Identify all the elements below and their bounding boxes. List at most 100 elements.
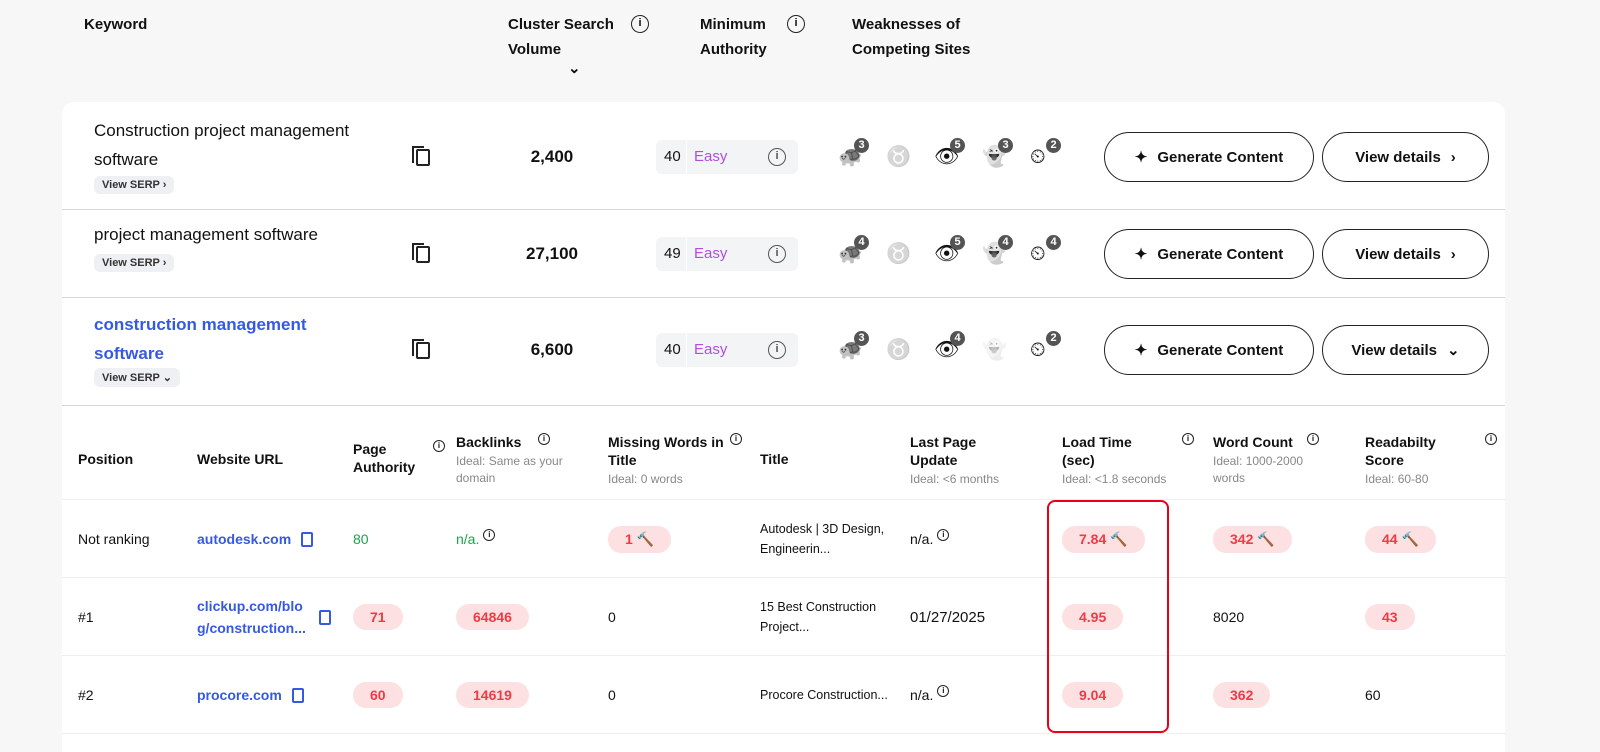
pa-cell: 71 <box>353 578 403 656</box>
info-icon[interactable]: i <box>730 433 742 445</box>
ghost-icon[interactable]: 👻 <box>982 339 1007 361</box>
load-cell: 7.84 🔨 <box>1062 500 1145 578</box>
weakness-count: 5 <box>950 235 965 250</box>
missing-value: 0 <box>608 687 616 703</box>
url-cell: procore.com <box>197 656 304 734</box>
info-icon[interactable]: i <box>768 245 786 263</box>
view-details-button[interactable]: View details › <box>1322 229 1489 279</box>
hidden-eye-icon[interactable]: 👁 4 <box>934 331 982 361</box>
hidden-eye-icon[interactable]: 👁 5 <box>934 235 982 265</box>
difficulty-label: Easy <box>694 148 728 165</box>
ghost-icon[interactable]: 👻 4 <box>982 235 1030 265</box>
updated-value: 01/27/2025 <box>910 608 986 626</box>
info-icon[interactable]: i <box>538 433 550 445</box>
info-icon[interactable]: i <box>787 15 805 33</box>
turtle-icon[interactable]: 🐢 4 <box>838 235 886 265</box>
copy-icon[interactable] <box>319 609 331 625</box>
copy-icon[interactable] <box>301 531 314 547</box>
read-value: 44 <box>1382 530 1398 547</box>
serp-col-header: Backlinks i Ideal: Same as your domain <box>456 433 596 487</box>
read-cell: 43 <box>1365 578 1415 656</box>
hammer-icon: 🔨 <box>636 530 655 547</box>
missing-cell: 0 <box>608 578 616 656</box>
info-icon[interactable]: i <box>631 15 649 33</box>
copy-icon[interactable] <box>291 687 304 703</box>
copy-icon[interactable] <box>412 339 430 359</box>
generate-content-button[interactable]: ✦ Generate Content <box>1104 325 1314 375</box>
serp-col-header: Missing Words in Title i Ideal: 0 words <box>608 433 748 488</box>
serp-col-header: Title <box>760 450 900 468</box>
authority-value: 40 <box>664 341 681 358</box>
weakness-count: 4 <box>998 235 1013 250</box>
url-cell: autodesk.com <box>197 500 314 578</box>
serp-col-header: Position <box>78 450 218 468</box>
backlinks-pill: 14619 <box>456 682 529 708</box>
copy-icon[interactable] <box>412 243 430 263</box>
ghost-icon[interactable]: 👻 3 <box>982 138 1030 168</box>
view-serp-button[interactable]: View SERP ⌄ <box>94 368 180 387</box>
generate-content-button[interactable]: ✦ Generate Content <box>1104 229 1314 279</box>
bull-icon[interactable]: ♉ <box>886 146 911 168</box>
website-link[interactable]: autodesk.com <box>197 531 292 547</box>
hidden-eye-icon[interactable]: 👁 5 <box>934 138 982 168</box>
title-cell: 15 Best Construction Project... <box>760 578 895 656</box>
page-title: Autodesk | 3D Design, Engineerin... <box>760 522 885 556</box>
turtle-icon[interactable]: 🐢 3 <box>838 331 886 361</box>
page-title: Procore Construction... <box>760 688 888 702</box>
updated-cell: 01/27/2025 <box>910 578 985 656</box>
weakness-count: 5 <box>950 138 965 153</box>
info-icon[interactable]: i <box>768 148 786 166</box>
view-details-button[interactable]: View details ⌄ <box>1322 325 1489 375</box>
keyword-text[interactable]: construction management software <box>94 315 307 363</box>
col-volume[interactable]: Cluster Search Volume i ⌄ <box>508 12 649 77</box>
weakness-icons: 🐢 4 ♉ 👁 5 👻 4 ⏲ 4 <box>838 235 1078 265</box>
info-icon[interactable]: i <box>1485 433 1497 445</box>
words-cell: 342 🔨 <box>1213 500 1292 578</box>
read-value: 60 <box>1365 687 1381 703</box>
sparkle-icon: ✦ <box>1134 342 1148 359</box>
view-details-button[interactable]: View details › <box>1322 132 1489 182</box>
view-serp-button[interactable]: View SERP › <box>94 254 175 272</box>
bull-icon[interactable]: ♉ <box>886 339 911 361</box>
speedometer-icon[interactable]: ⏲ 4 <box>1030 235 1078 265</box>
info-icon[interactable]: i <box>483 529 496 541</box>
info-icon[interactable]: i <box>937 529 950 541</box>
chevron-icon: ⌄ <box>1447 342 1460 359</box>
serp-row: #1 clickup.com/blog/construction... 71 6484… <box>62 578 1505 656</box>
bull-icon[interactable]: ♉ <box>886 243 911 265</box>
info-icon[interactable]: i <box>433 440 445 452</box>
highlight-box <box>1047 500 1169 733</box>
info-icon[interactable]: i <box>937 685 950 697</box>
website-link[interactable]: clickup.com/blog/construction... <box>197 598 306 636</box>
speedometer-icon[interactable]: ⏲ 2 <box>1030 331 1078 361</box>
speedometer-icon[interactable]: ⏲ 2 <box>1030 138 1078 168</box>
info-icon[interactable]: i <box>768 341 786 359</box>
view-serp-button[interactable]: View SERP › <box>94 176 175 194</box>
weakness-count: 4 <box>950 331 965 346</box>
backlinks-cell: 64846 <box>456 578 529 656</box>
details-label: View details <box>1355 245 1441 263</box>
position-cell: Not ranking <box>78 500 150 578</box>
weakness-count: 2 <box>1046 138 1061 153</box>
info-icon[interactable]: i <box>1182 433 1194 445</box>
backlinks-pill: 64846 <box>456 604 529 630</box>
hammer-icon: 🔨 <box>1401 530 1419 547</box>
updated-value: n/a. <box>910 687 934 703</box>
col-authority-label: Minimum Authority <box>700 16 767 58</box>
pa-pill: 60 <box>353 682 403 708</box>
words-value: 362 <box>1230 687 1254 703</box>
backlinks-cell: n/a. i <box>456 500 496 578</box>
missing-value: 1 <box>625 530 633 547</box>
turtle-icon[interactable]: 🐢 3 <box>838 138 886 168</box>
sort-chevron-icon[interactable]: ⌄ <box>568 60 581 77</box>
website-link[interactable]: procore.com <box>197 687 282 703</box>
weakness-count: 4 <box>1046 235 1061 250</box>
weakness-icons: 🐢 3 ♉ 👁 4 👻 ⏲ 2 <box>838 331 1078 361</box>
copy-icon[interactable] <box>412 146 430 166</box>
search-volume: 2,400 <box>530 147 574 166</box>
serp-col-label: Website URL <box>197 451 284 467</box>
generate-content-button[interactable]: ✦ Generate Content <box>1104 132 1314 182</box>
info-icon[interactable]: i <box>1307 433 1319 445</box>
authority-badge: 40 Easy i <box>656 333 798 367</box>
serp-col-label: Word Count <box>1213 434 1293 450</box>
